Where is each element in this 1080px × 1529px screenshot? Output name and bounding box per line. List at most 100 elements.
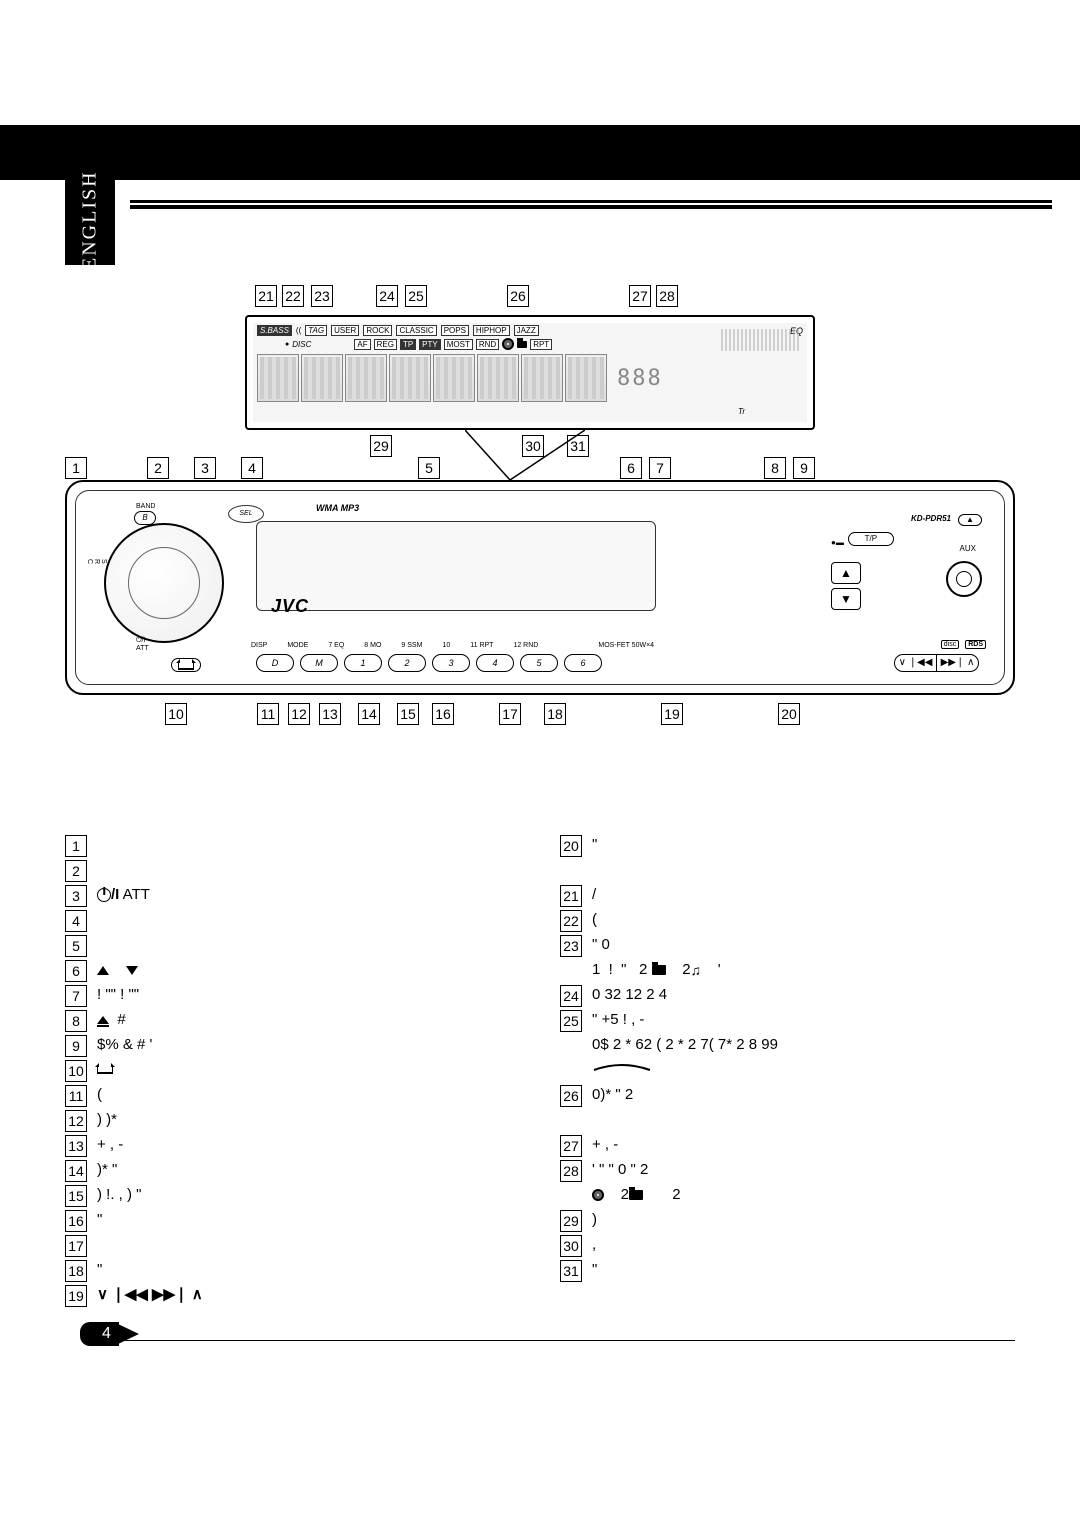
callout-2: 2 bbox=[147, 457, 169, 479]
digit-8 bbox=[565, 354, 607, 402]
legend-text: " bbox=[97, 1260, 520, 1280]
label-11rpt: 11 RPT bbox=[470, 642, 493, 649]
callout-10: 10 bbox=[165, 703, 187, 725]
rpt-indicator: RPT bbox=[530, 339, 552, 350]
diagram-area: 21 22 23 24 25 26 27 28 S.BASS (( TAG US… bbox=[65, 285, 1015, 825]
black-banner bbox=[0, 125, 1080, 180]
legend-num-14: 14 bbox=[65, 1160, 87, 1182]
callout-13: 13 bbox=[319, 703, 341, 725]
legend-num-16: 16 bbox=[65, 1210, 87, 1232]
tag-indicator: TAG bbox=[305, 325, 327, 336]
legend-row: 17 bbox=[65, 1235, 520, 1257]
legend-row: 19∨ ❘◀◀ ▶▶❘ ∧ bbox=[65, 1285, 520, 1307]
jvc-logo: JVC bbox=[271, 596, 309, 617]
legend-num-13: 13 bbox=[65, 1135, 87, 1157]
digit-4 bbox=[389, 354, 431, 402]
legend-row: 240 32 12 2 4 bbox=[560, 985, 1015, 1007]
legend-row: 29) bbox=[560, 1210, 1015, 1232]
legend-text: " 0 bbox=[592, 935, 1015, 955]
legend-num-15: 15 bbox=[65, 1185, 87, 1207]
legend-num-4: 4 bbox=[65, 910, 87, 932]
classic-indicator: CLASSIC bbox=[396, 325, 436, 336]
legend-text: " +5 ! , - bbox=[592, 1010, 1015, 1030]
model-label: KD-PDR51 bbox=[911, 514, 951, 523]
legend-row: 1 bbox=[65, 835, 520, 857]
legend-left-column: 123/I ATT456 7! "" ! ""8 #9$% & # '1011(… bbox=[65, 835, 520, 1310]
legend-num-25: 25 bbox=[560, 1010, 582, 1032]
band-button: B bbox=[134, 511, 156, 525]
label-12rnd: 12 RND bbox=[513, 642, 538, 649]
legend-text: /I ATT bbox=[97, 885, 520, 905]
legend-num-3: 3 bbox=[65, 885, 87, 907]
legend-row bbox=[560, 1060, 1015, 1082]
callout-20: 20 bbox=[778, 703, 800, 725]
folder-icon bbox=[652, 965, 666, 975]
legend-row: 10 bbox=[65, 1060, 520, 1082]
receiver-display bbox=[256, 521, 656, 611]
callout-29: 29 bbox=[370, 435, 392, 457]
digit-3 bbox=[345, 354, 387, 402]
mode-label: MODE bbox=[287, 642, 308, 649]
legend-num-12: 12 bbox=[65, 1110, 87, 1132]
legend-right-column: 20"21/22(23" 01 ! " 2 2♫ '240 32 12 2 42… bbox=[560, 835, 1015, 1310]
label-10: 10 bbox=[442, 642, 450, 649]
callout-26: 26 bbox=[507, 285, 529, 307]
lcd-display-inner: S.BASS (( TAG USER ROCK CLASSIC POPS HIP… bbox=[253, 323, 807, 422]
legend-row: 13+ , - bbox=[65, 1135, 520, 1157]
lcd-display-closeup: S.BASS (( TAG USER ROCK CLASSIC POPS HIP… bbox=[245, 315, 815, 430]
legend-row: 18 " bbox=[65, 1260, 520, 1282]
legend-text bbox=[97, 1060, 520, 1080]
legend-row bbox=[560, 1110, 1015, 1132]
callout-14: 14 bbox=[358, 703, 380, 725]
legend-row: 9$% & # ' bbox=[65, 1035, 520, 1057]
hiphop-indicator: HIPHOP bbox=[473, 325, 510, 336]
af-indicator: AF bbox=[354, 339, 370, 350]
callout-9: 9 bbox=[793, 457, 815, 479]
volume-knob bbox=[104, 523, 224, 643]
callout-1: 1 bbox=[65, 457, 87, 479]
mosfet-label: MOS-FET 50W×4 bbox=[598, 642, 654, 649]
legend-row: 21/ bbox=[560, 885, 1015, 907]
legend-row: 1 ! " 2 2♫ ' bbox=[560, 960, 1015, 982]
disc-icon bbox=[502, 338, 514, 350]
legend-num-1: 1 bbox=[65, 835, 87, 857]
legend-text: / bbox=[592, 885, 1015, 905]
legend-num-24: 24 bbox=[560, 985, 582, 1007]
legend-num-26: 26 bbox=[560, 1085, 582, 1107]
legend-text: ( bbox=[97, 1085, 520, 1105]
power-icon bbox=[97, 888, 111, 902]
legend-num-2: 2 bbox=[65, 860, 87, 882]
legend-row bbox=[560, 860, 1015, 882]
legend-row: 31" bbox=[560, 1260, 1015, 1282]
btn-5: 5 bbox=[520, 654, 558, 672]
legend-text: $% & # ' bbox=[97, 1035, 520, 1055]
legend-num-28: 28 bbox=[560, 1160, 582, 1182]
legend-num-11: 11 bbox=[65, 1085, 87, 1107]
header-rule bbox=[130, 205, 1052, 208]
disc-indicator: DISC bbox=[292, 340, 311, 349]
legend-row: 27+ , - bbox=[560, 1135, 1015, 1157]
legend-num-30: 30 bbox=[560, 1235, 582, 1257]
legend-row: 14)* " bbox=[65, 1160, 520, 1182]
eject-button: ▲ bbox=[958, 514, 982, 526]
legend-row: 22( bbox=[560, 910, 1015, 932]
digit-7 bbox=[521, 354, 563, 402]
att-label: ⏻/IATT bbox=[136, 637, 149, 652]
legend-row: 15) !. , ) " bbox=[65, 1185, 520, 1207]
legend-row: 23" 0 bbox=[560, 935, 1015, 957]
digit-5 bbox=[433, 354, 475, 402]
legend-text: ) )* bbox=[97, 1110, 520, 1130]
callout-22: 22 bbox=[282, 285, 304, 307]
up-button: ▲ bbox=[831, 562, 861, 584]
right-panel: KD-PDR51 ▲ ●▬ T/P ▲ ▼ AUX bbox=[831, 516, 986, 676]
btn-1: 1 bbox=[344, 654, 382, 672]
d-button: D bbox=[256, 654, 294, 672]
digit-2 bbox=[301, 354, 343, 402]
callout-row-receiver-bottom: 10 11 12 13 14 15 16 17 18 19 20 bbox=[165, 703, 800, 725]
legend-area: 123/I ATT456 7! "" ! ""8 #9$% & # '1011(… bbox=[65, 835, 1015, 1330]
callout-6: 6 bbox=[620, 457, 642, 479]
legend-text: " bbox=[97, 1210, 520, 1230]
music-note-icon: ♫ bbox=[691, 960, 702, 980]
legend-num-18: 18 bbox=[65, 1260, 87, 1282]
legend-row: 0$ 2 * 62 ( 2 * 2 7( 7* 2 8 99 bbox=[560, 1035, 1015, 1057]
